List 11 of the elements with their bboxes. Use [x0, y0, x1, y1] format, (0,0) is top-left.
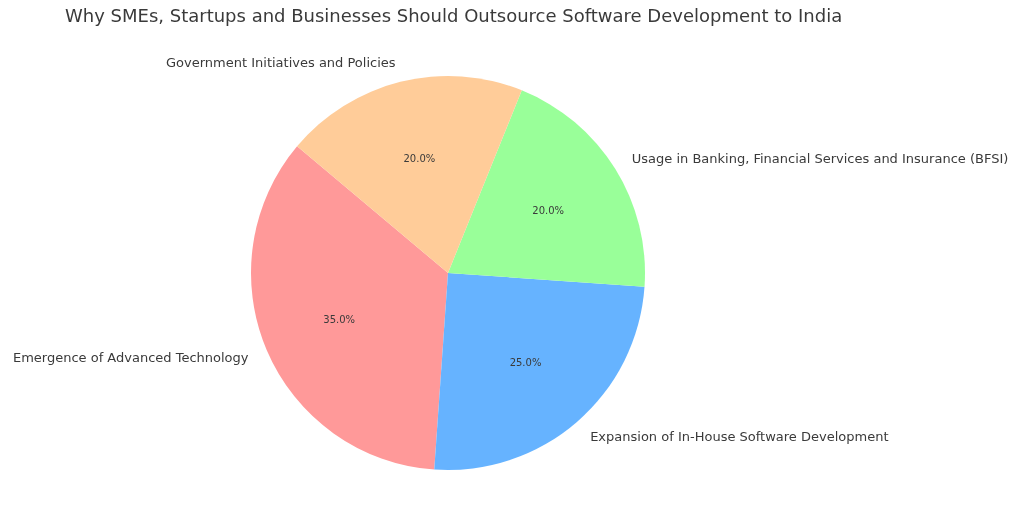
slice-label: Usage in Banking, Financial Services and Insurance (BFSI): [631, 150, 1009, 166]
slice-label: Expansion of In-House Software Development: [590, 429, 889, 445]
data-label: 35.0%: [323, 313, 356, 325]
data-label: 25.0%: [509, 356, 542, 368]
pie-slice: [251, 146, 448, 470]
data-label: 20.0%: [532, 204, 565, 216]
data-label: 20.0%: [403, 152, 436, 164]
pie-slice: [297, 76, 522, 273]
chart-title: Why SMEs, Startups and Businesses Should Outsource Software Development to India: [65, 5, 843, 26]
slice-label: Government Initiatives and Policies: [166, 55, 396, 71]
slice-label: Emergence of Advanced Technology: [12, 350, 249, 366]
